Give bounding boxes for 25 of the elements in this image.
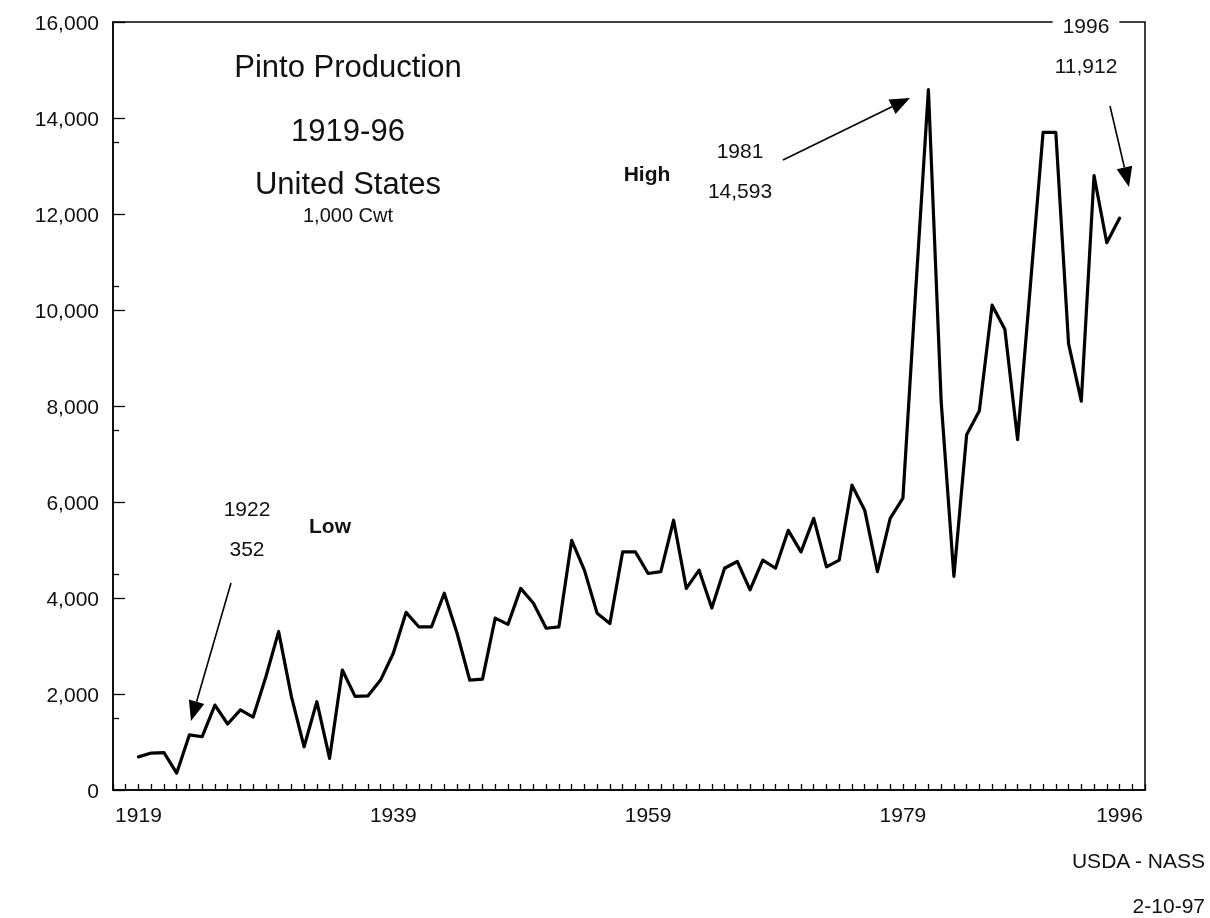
text: 2-10-97 [1132,893,1205,917]
annotation: Low [309,513,352,537]
y-tick-label: 6,000 [46,490,99,514]
x-tick-label: 1939 [369,803,417,826]
y-tick-label: 14,000 [34,106,99,130]
x-tick-label: 1959 [624,803,672,826]
annotation: 1996 11,912 [1054,13,1118,77]
x-tick-label: 1979 [879,803,927,826]
y-tick-label: 2,000 [46,682,99,706]
annotation: High [623,161,671,185]
y-tick-label: 4,000 [46,586,99,610]
x-tick-label: 1919 [115,803,162,826]
annotation: 1981 14,593 [707,138,773,202]
y-tick-label: 0 [87,778,99,802]
line-series [136,87,1122,775]
annotation: 1922 352 [223,496,271,560]
x-tick-label: 1996 [1096,803,1143,826]
y-tick-label: 8,000 [46,394,99,418]
text: USDA - NASS [1071,848,1205,872]
y-tick-label: 12,000 [34,202,99,226]
y-axis-title: 1,000 Cwt [302,204,394,226]
y-tick-label: 16,000 [34,10,99,34]
text: Pinto Production [234,49,462,84]
text: 1919-96 United States [254,113,442,201]
y-tick-label: 10,000 [34,298,99,322]
